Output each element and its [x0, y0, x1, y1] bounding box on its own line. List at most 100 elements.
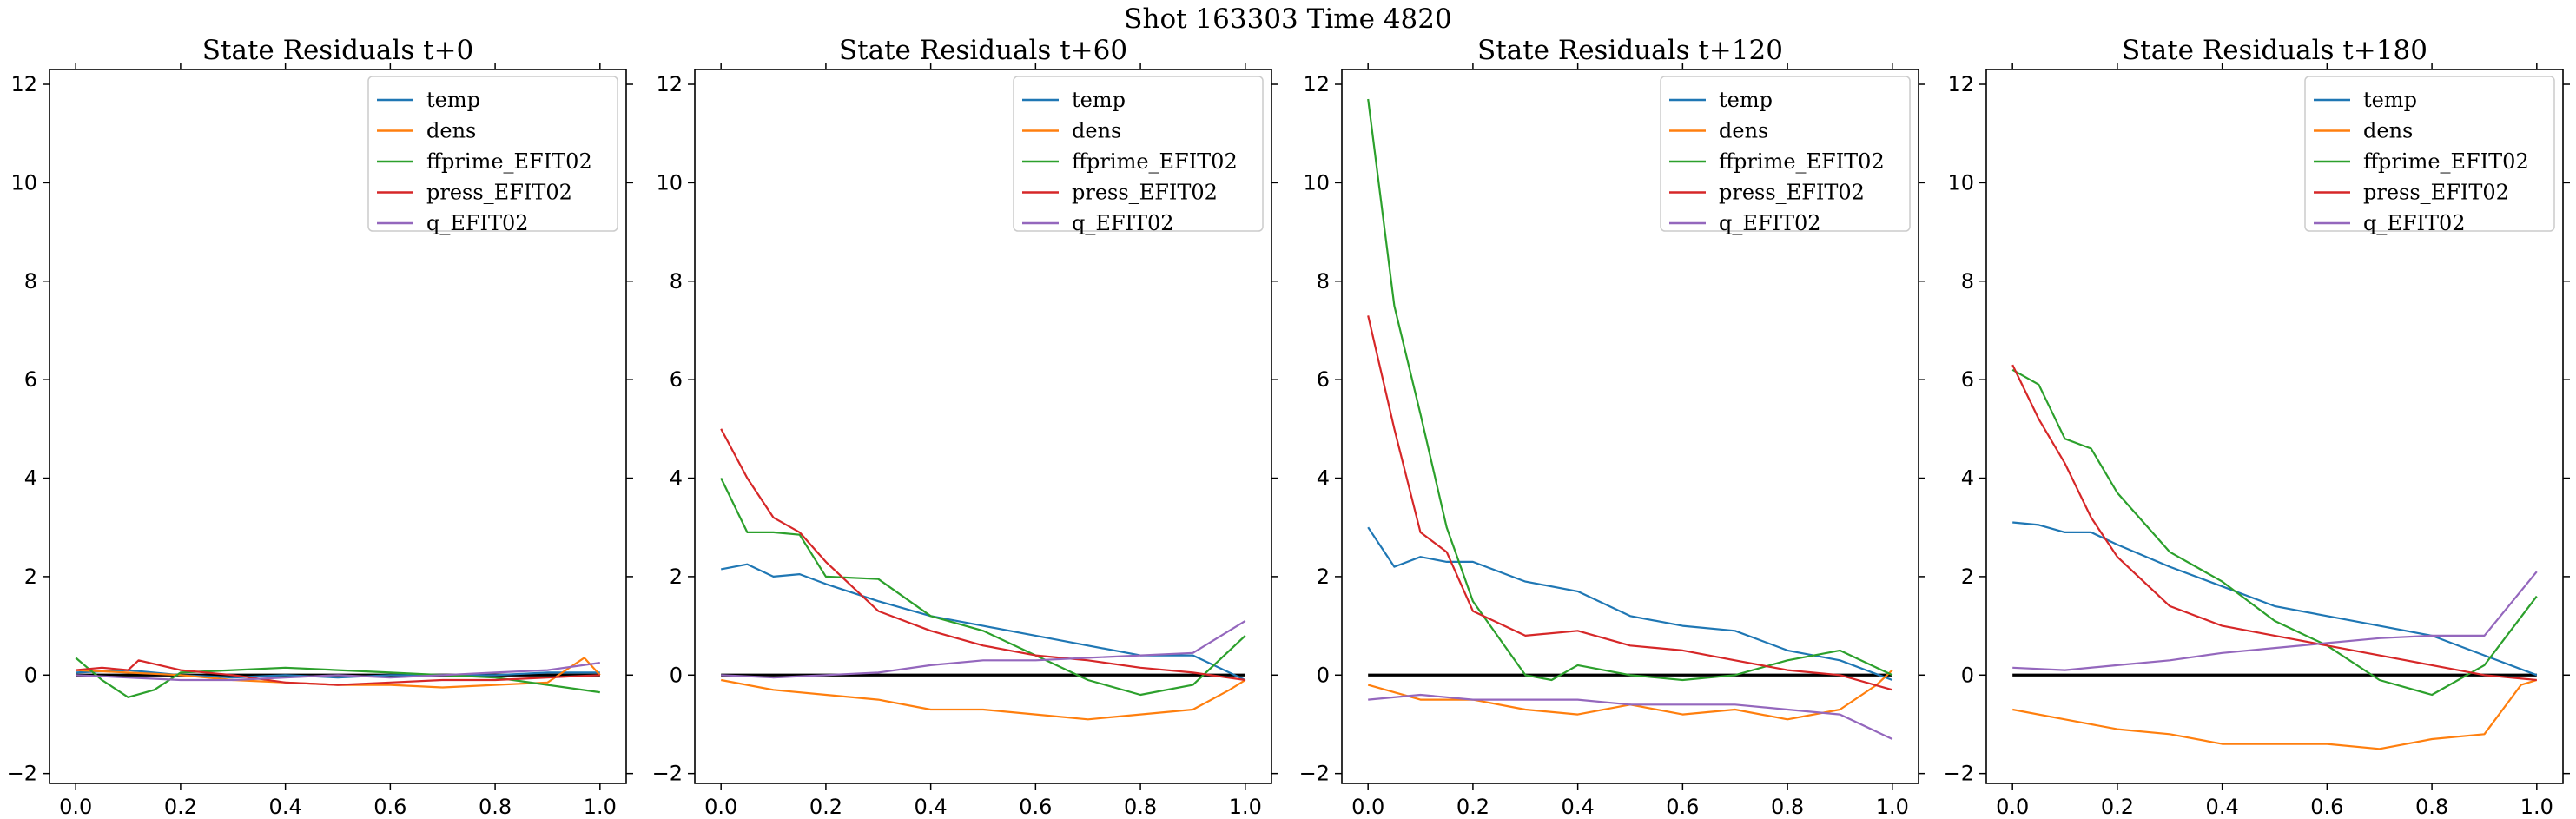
legend-label: temp — [426, 88, 480, 112]
series-line-dens — [76, 657, 601, 689]
axes-frame — [1341, 69, 1919, 784]
series-line-q-efit02 — [2012, 571, 2538, 671]
series-line-temp — [2012, 521, 2538, 677]
x-tick-label: 0.0 — [59, 795, 92, 819]
y-tick-label: 8 — [1961, 269, 1974, 294]
series-line-ffprime-efit02 — [720, 478, 1246, 697]
series-line-dens — [2011, 678, 2538, 750]
x-tick-label: 0.0 — [704, 795, 737, 819]
x-tick-label: 1.0 — [584, 795, 617, 819]
x-tick-label: 0.8 — [1771, 795, 1804, 819]
legend-label: ffprime_EFIT02 — [1719, 149, 1885, 174]
x-tick-label: 0.4 — [2206, 795, 2239, 819]
series-line-q-efit02 — [1368, 693, 1893, 740]
legend-label: ffprime_EFIT02 — [426, 149, 592, 174]
legend-label: temp — [2363, 88, 2417, 112]
y-tick-label: 10 — [1947, 170, 1974, 195]
x-tick-label: 1.0 — [1876, 795, 1909, 819]
series-line-press-efit02 — [720, 428, 1245, 682]
legend-label: ffprime_EFIT02 — [2363, 149, 2529, 174]
y-tick-label: 0 — [24, 663, 37, 687]
x-tick-label: 0.8 — [2415, 795, 2448, 819]
y-tick-label: 12 — [1303, 72, 1330, 96]
x-tick-label: 1.0 — [1229, 795, 1262, 819]
legend: temp dens ffprime_EFIT02 press_EFIT02 q_EFIT… — [1660, 76, 1911, 235]
legend-box — [2304, 76, 2555, 232]
legend-label: temp — [1719, 88, 1773, 112]
series-line-temp — [720, 563, 1246, 681]
legend-label: press_EFIT02 — [1072, 181, 1218, 205]
subplot-title: State Residuals t+60 — [839, 35, 1127, 66]
y-tick-label: 6 — [24, 367, 37, 392]
legend-label: press_EFIT02 — [1719, 181, 1865, 205]
y-tick-label: −2 — [1944, 762, 1974, 786]
y-tick-label: −2 — [1299, 762, 1330, 786]
y-tick-label: −2 — [652, 762, 683, 786]
series-line-ffprime-efit02 — [75, 657, 600, 698]
legend-box — [1660, 76, 1911, 232]
series-line-q-efit02 — [76, 662, 600, 682]
axes-frame — [1985, 69, 2564, 784]
subplot-2: State Residuals t+120 0.0 0.2 0.4 0.6 0.8 1.0 −… — [1299, 35, 1925, 819]
x-tick-label: 0.4 — [1562, 795, 1595, 819]
y-tick-label: 12 — [10, 72, 37, 96]
x-tick-label: 0.4 — [915, 795, 948, 819]
subplot-grid: State Residuals t+0 0.0 0.2 0.4 0.6 0.8 1.0 −2 0… — [7, 35, 2570, 819]
x-tick-label: 0.4 — [269, 795, 302, 819]
x-tick-label: 0.6 — [1666, 795, 1699, 819]
y-tick-label: 12 — [1947, 72, 1974, 96]
x-tick-label: 0.0 — [1996, 795, 2029, 819]
y-tick-label: 4 — [1317, 466, 1330, 491]
y-tick-label: 8 — [1317, 269, 1330, 294]
subplot-title: State Residuals t+180 — [2122, 35, 2427, 66]
legend-label: q_EFIT02 — [1719, 211, 1821, 235]
x-tick-label: 0.2 — [2101, 795, 2134, 819]
legend: temp dens ffprime_EFIT02 press_EFIT02 q_EFIT… — [2304, 76, 2555, 235]
x-tick-label: 0.6 — [373, 795, 406, 819]
x-tick-label: 0.0 — [1351, 795, 1384, 819]
legend-label: press_EFIT02 — [426, 181, 572, 205]
y-tick-label: 2 — [1961, 565, 1974, 589]
x-tick-label: 1.0 — [2520, 795, 2553, 819]
y-tick-label: 10 — [1303, 170, 1330, 195]
legend-label: q_EFIT02 — [1072, 211, 1174, 235]
series-line-ffprime-efit02 — [2011, 368, 2538, 697]
y-tick-label: 4 — [1961, 466, 1974, 491]
series-line-press-efit02 — [1367, 315, 1893, 691]
axes-frame — [694, 69, 1272, 784]
figure-suptitle: Shot 163303 Time 4820 — [1124, 3, 1452, 35]
subplot-title: State Residuals t+120 — [1477, 35, 1783, 66]
legend-label: temp — [1072, 88, 1126, 112]
y-tick-label: 6 — [670, 367, 683, 392]
subplot-3: State Residuals t+180 0.0 0.2 0.4 0.6 0.8 1.0 −… — [1944, 35, 2570, 819]
legend-label: q_EFIT02 — [426, 211, 529, 235]
y-tick-label: 0 — [1317, 663, 1330, 687]
series-line-q-efit02 — [721, 619, 1246, 679]
x-tick-label: 0.6 — [2310, 795, 2343, 819]
y-tick-label: 10 — [656, 170, 683, 195]
x-tick-label: 0.2 — [809, 795, 842, 819]
legend-label: dens — [426, 119, 476, 143]
legend-label: q_EFIT02 — [2363, 211, 2466, 235]
y-tick-label: 2 — [1317, 565, 1330, 589]
y-tick-label: 6 — [1317, 367, 1330, 392]
y-tick-label: 0 — [670, 663, 683, 687]
x-tick-label: 0.8 — [1124, 795, 1157, 819]
subplot-0: State Residuals t+0 0.0 0.2 0.4 0.6 0.8 1.0 −2 0… — [7, 35, 633, 819]
series-line-ffprime-efit02 — [1367, 98, 1893, 682]
x-tick-label: 0.6 — [1019, 795, 1052, 819]
series-line-press-efit02 — [2011, 364, 2537, 682]
x-tick-label: 0.2 — [164, 795, 197, 819]
legend: temp dens ffprime_EFIT02 press_EFIT02 q_EFIT… — [367, 76, 618, 235]
y-tick-label: 4 — [670, 466, 683, 491]
y-tick-label: 2 — [670, 565, 683, 589]
legend-label: ffprime_EFIT02 — [1072, 149, 1238, 174]
subplot-1: State Residuals t+60 0.0 0.2 0.4 0.6 0.8 1.0 −2… — [652, 35, 1278, 819]
series-line-press-efit02 — [76, 659, 600, 686]
legend-label: dens — [2363, 119, 2413, 143]
y-tick-label: 8 — [670, 269, 683, 294]
subplot-title: State Residuals t+0 — [202, 35, 473, 66]
legend-label: dens — [1072, 119, 1121, 143]
series-line-dens — [720, 678, 1246, 721]
